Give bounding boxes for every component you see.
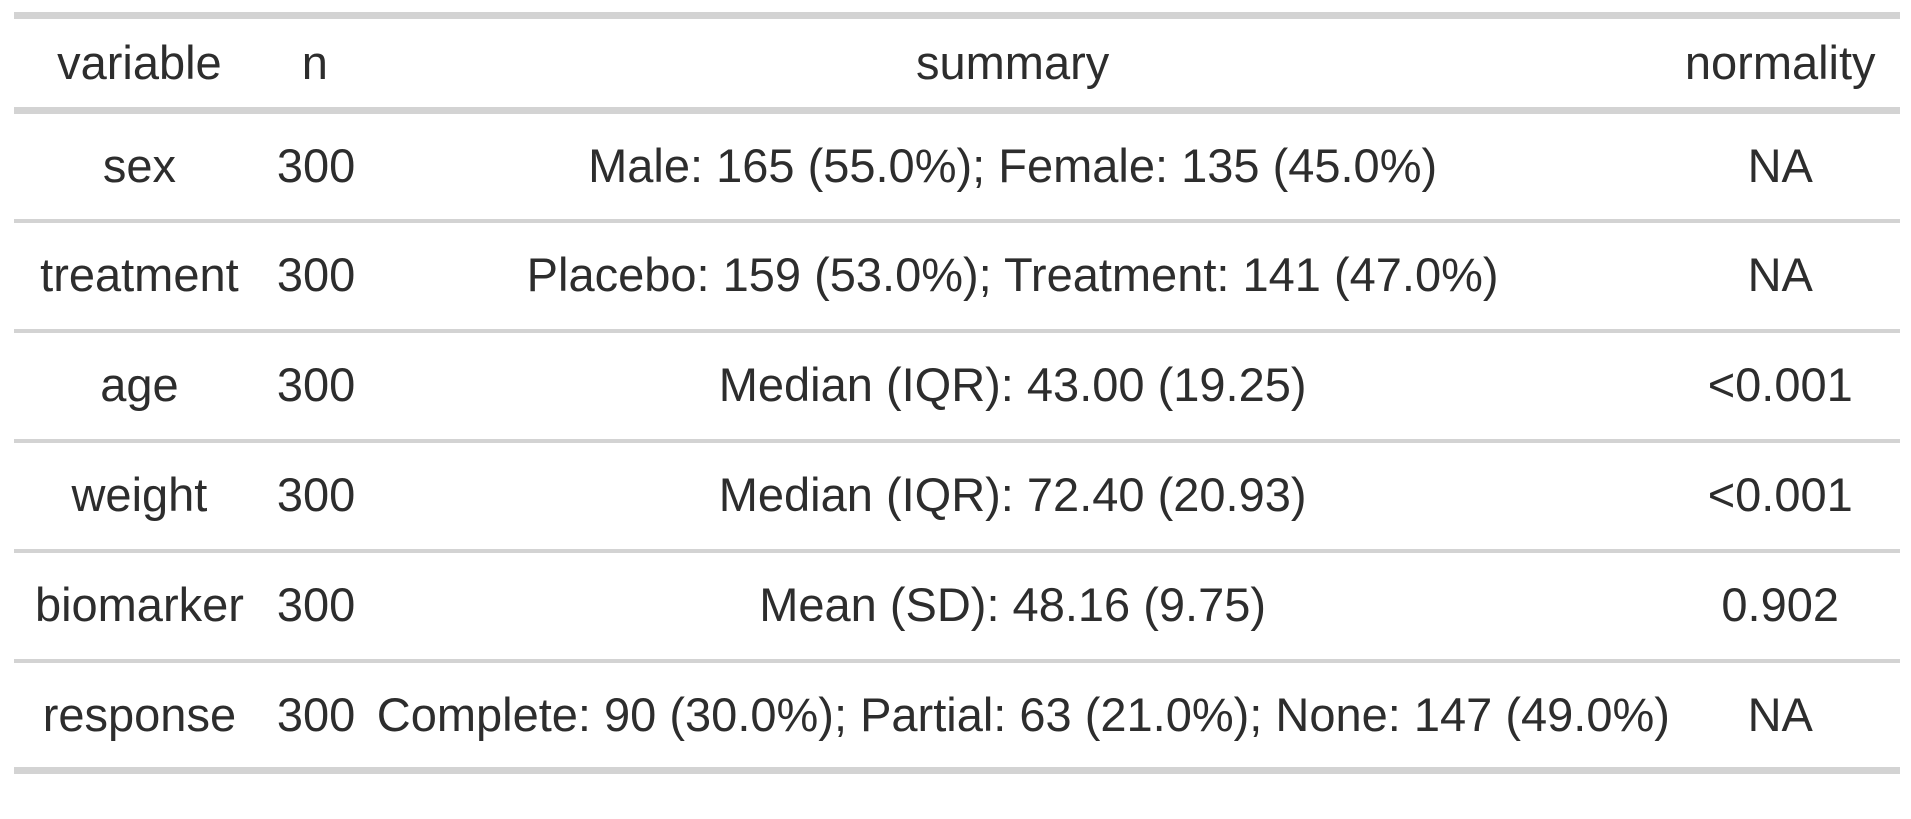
cell-n: 300 bbox=[264, 658, 365, 771]
cell-n: 300 bbox=[264, 328, 365, 441]
cell-normality: NA bbox=[1660, 218, 1900, 331]
cell-summary: Median (IQR): 72.40 (20.93) bbox=[364, 438, 1661, 551]
header-n: n bbox=[264, 15, 365, 114]
cell-normality: <0.001 bbox=[1660, 328, 1900, 441]
table-row: biomarker 300 Mean (SD): 48.16 (9.75) 0.… bbox=[14, 548, 1900, 661]
header-summary: summary bbox=[364, 15, 1661, 114]
table-row: response 300 Complete: 90 (30.0%); Parti… bbox=[14, 658, 1900, 771]
cell-summary: Male: 165 (55.0%); Female: 135 (45.0%) bbox=[588, 139, 1438, 193]
cell-variable: biomarker bbox=[14, 548, 265, 661]
table-row: age 300 Median (IQR): 43.00 (19.25) <0.0… bbox=[14, 328, 1900, 441]
cell-summary: Median (IQR): 43.00 (19.25) bbox=[364, 328, 1661, 441]
summary-table-container: variable n summary normality sex 300 Mal… bbox=[14, 12, 1900, 774]
header-variable: variable bbox=[14, 15, 265, 114]
table-row: weight 300 Median (IQR): 72.40 (20.93) <… bbox=[14, 438, 1900, 551]
header-normality: normality bbox=[1660, 15, 1900, 114]
cell-variable: treatment bbox=[14, 218, 265, 331]
cell-variable: sex bbox=[102, 139, 176, 193]
table-body: sex 300 Male: 165 (55.0%); Female: 135 (… bbox=[14, 111, 1900, 771]
cell-n: 300 bbox=[264, 218, 365, 331]
header-row: variable n summary normality bbox=[14, 15, 1900, 114]
cell-normality: NA bbox=[1747, 139, 1813, 193]
cell-n: 300 bbox=[276, 139, 356, 193]
cell-normality: 0.902 bbox=[1660, 548, 1900, 661]
cell-variable: age bbox=[14, 328, 265, 441]
cell-n: 300 bbox=[264, 548, 365, 661]
summary-statistics-table: variable n summary normality sex 300 Mal… bbox=[14, 12, 1900, 774]
cell-normality: <0.001 bbox=[1660, 438, 1900, 551]
cell-variable: response bbox=[14, 658, 265, 771]
cell-summary: Mean (SD): 48.16 (9.75) bbox=[364, 548, 1661, 661]
cell-n: 300 bbox=[264, 438, 365, 551]
table-row: sex 300 Male: 165 (55.0%); Female: 135 (… bbox=[14, 111, 1900, 221]
table-row: treatment 300 Placebo: 159 (53.0%); Trea… bbox=[14, 218, 1900, 331]
cell-summary: Complete: 90 (30.0%); Partial: 63 (21.0%… bbox=[364, 658, 1670, 771]
cell-normality: NA bbox=[1660, 658, 1900, 771]
cell-summary: Placebo: 159 (53.0%); Treatment: 141 (47… bbox=[364, 218, 1661, 331]
cell-variable: weight bbox=[14, 438, 265, 551]
table-header: variable n summary normality bbox=[14, 15, 1900, 114]
